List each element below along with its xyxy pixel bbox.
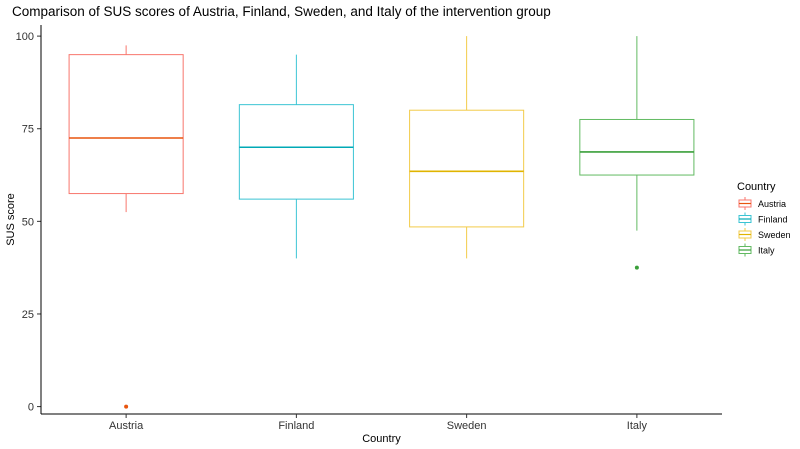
legend-item-sweden: Sweden (738, 228, 791, 241)
box-iqr (409, 109, 525, 228)
legend-item-italy: Italy (738, 243, 775, 257)
y-tick-label: 0 (28, 402, 34, 414)
x-axis-ticks: Austria Finland Sweden Italy (109, 414, 647, 432)
box-italy (579, 36, 695, 270)
box-iqr (238, 104, 354, 200)
legend-item-austria: Austria (738, 197, 786, 210)
legend-title: Country (737, 181, 776, 193)
box-sweden (409, 36, 525, 259)
box-austria (68, 45, 184, 409)
x-tick-label: Finland (278, 420, 314, 432)
y-tick-label: 75 (22, 124, 34, 136)
y-axis-title: SUS score (5, 193, 17, 246)
chart-title: Comparison of SUS scores of Austria, Fin… (12, 4, 551, 19)
boxplot-boxes (68, 36, 695, 409)
outlier-point (124, 404, 129, 409)
y-tick-label: 50 (22, 216, 34, 228)
legend-label: Sweden (758, 230, 791, 240)
legend-label: Austria (758, 199, 786, 209)
legend: Country Austria Finland Sweden Italy (737, 181, 791, 257)
box-iqr (579, 118, 695, 176)
legend-label: Finland (758, 215, 788, 225)
x-tick-label: Italy (627, 420, 648, 432)
box-finland (238, 54, 354, 259)
legend-label: Italy (758, 246, 775, 256)
y-tick-label: 25 (22, 309, 34, 321)
y-tick-label: 100 (16, 31, 34, 43)
y-axis-ticks: 0 25 50 75 100 (16, 31, 41, 414)
x-tick-label: Austria (109, 420, 144, 432)
legend-item-finland: Finland (738, 212, 788, 226)
outlier-point (634, 265, 639, 270)
x-axis-title: Country (362, 433, 401, 445)
x-tick-label: Sweden (447, 420, 487, 432)
box-iqr (68, 54, 184, 195)
